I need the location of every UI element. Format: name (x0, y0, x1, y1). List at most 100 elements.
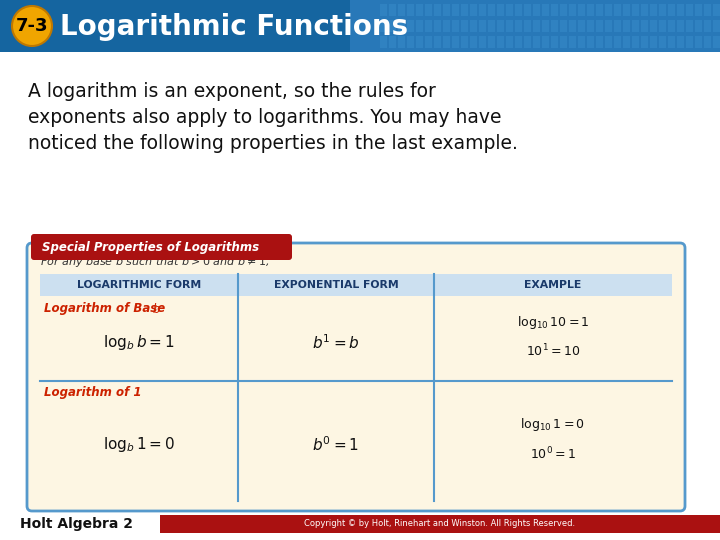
Bar (578, 4, 585, 16)
Bar (425, 20, 432, 32)
Bar (416, 36, 423, 48)
Text: Special Properties of Logarithms: Special Properties of Logarithms (42, 241, 259, 254)
Text: noticed the following properties in the last example.: noticed the following properties in the … (28, 134, 518, 153)
Bar (479, 36, 486, 48)
Bar (542, 36, 549, 48)
Bar (668, 36, 675, 48)
Text: LOGARITHMIC FORM: LOGARITHMIC FORM (77, 280, 201, 290)
Bar (704, 20, 711, 32)
Bar (416, 4, 423, 16)
Bar (434, 20, 441, 32)
Bar (632, 20, 639, 32)
Bar (40, 274, 238, 296)
FancyBboxPatch shape (31, 234, 292, 260)
Bar (533, 4, 540, 16)
Bar (578, 36, 585, 48)
Bar (560, 20, 567, 32)
Bar (659, 20, 666, 32)
Bar (641, 36, 648, 48)
Bar (524, 4, 531, 16)
Circle shape (12, 6, 52, 46)
Bar (497, 36, 504, 48)
Text: Holt Algebra 2: Holt Algebra 2 (20, 517, 133, 531)
Bar (713, 4, 720, 16)
Bar (587, 20, 594, 32)
Bar (713, 36, 720, 48)
Bar (542, 4, 549, 16)
Bar (560, 36, 567, 48)
Bar (605, 4, 612, 16)
Bar (389, 4, 396, 16)
Bar (668, 4, 675, 16)
Bar (623, 36, 630, 48)
Bar (398, 4, 405, 16)
Text: For any base $b$ such that $b > 0$ and $b \neq 1$,: For any base $b$ such that $b > 0$ and $… (40, 255, 269, 269)
Bar (416, 20, 423, 32)
Bar (497, 20, 504, 32)
Bar (659, 4, 666, 16)
Bar (443, 36, 450, 48)
Bar (380, 4, 387, 16)
Bar (623, 20, 630, 32)
Text: Logarithm of 1: Logarithm of 1 (44, 386, 142, 399)
Bar (587, 36, 594, 48)
Text: exponents also apply to logarithms. You may have: exponents also apply to logarithms. You … (28, 108, 502, 127)
Bar (443, 20, 450, 32)
Bar (488, 36, 495, 48)
Text: EXPONENTIAL FORM: EXPONENTIAL FORM (274, 280, 398, 290)
Bar (380, 20, 387, 32)
Bar (605, 20, 612, 32)
Bar (488, 4, 495, 16)
Bar (551, 36, 558, 48)
Bar (569, 4, 576, 16)
Text: $\log_{10}10 = 1$
$10^1 = 10$: $\log_{10}10 = 1$ $10^1 = 10$ (517, 314, 590, 360)
Bar (461, 20, 468, 32)
Bar (560, 4, 567, 16)
Bar (551, 4, 558, 16)
Bar (398, 20, 405, 32)
Bar (515, 4, 522, 16)
Bar (677, 4, 684, 16)
Text: A logarithm is an exponent, so the rules for: A logarithm is an exponent, so the rules… (28, 82, 436, 101)
Bar (398, 36, 405, 48)
Bar (542, 20, 549, 32)
Bar (434, 4, 441, 16)
Text: $\log_b 1 = 0$: $\log_b 1 = 0$ (103, 435, 175, 455)
Bar (632, 4, 639, 16)
FancyBboxPatch shape (27, 243, 685, 511)
Bar (238, 274, 434, 296)
Bar (650, 4, 657, 16)
Bar (407, 36, 414, 48)
Bar (407, 4, 414, 16)
Bar (160, 515, 720, 533)
Text: $b^1 = b$: $b^1 = b$ (312, 333, 360, 352)
Bar (479, 20, 486, 32)
Bar (614, 20, 621, 32)
Bar (704, 4, 711, 16)
Bar (461, 4, 468, 16)
Bar (578, 20, 585, 32)
Bar (695, 4, 702, 16)
Bar (452, 20, 459, 32)
Bar (713, 20, 720, 32)
Bar (452, 4, 459, 16)
Bar (614, 4, 621, 16)
Bar (515, 36, 522, 48)
Bar (650, 20, 657, 32)
Bar (470, 4, 477, 16)
Text: EXAMPLE: EXAMPLE (524, 280, 582, 290)
Bar (695, 36, 702, 48)
Text: $\log_b b = 1$: $\log_b b = 1$ (103, 333, 175, 352)
Bar (614, 36, 621, 48)
Text: $b$: $b$ (152, 302, 161, 316)
Bar (686, 4, 693, 16)
Bar (686, 20, 693, 32)
Bar (434, 274, 672, 296)
Bar (524, 36, 531, 48)
Bar (704, 36, 711, 48)
Bar (641, 20, 648, 32)
Text: Copyright © by Holt, Rinehart and Winston. All Rights Reserved.: Copyright © by Holt, Rinehart and Winsto… (305, 519, 575, 529)
Bar (524, 20, 531, 32)
Bar (569, 36, 576, 48)
Bar (470, 36, 477, 48)
